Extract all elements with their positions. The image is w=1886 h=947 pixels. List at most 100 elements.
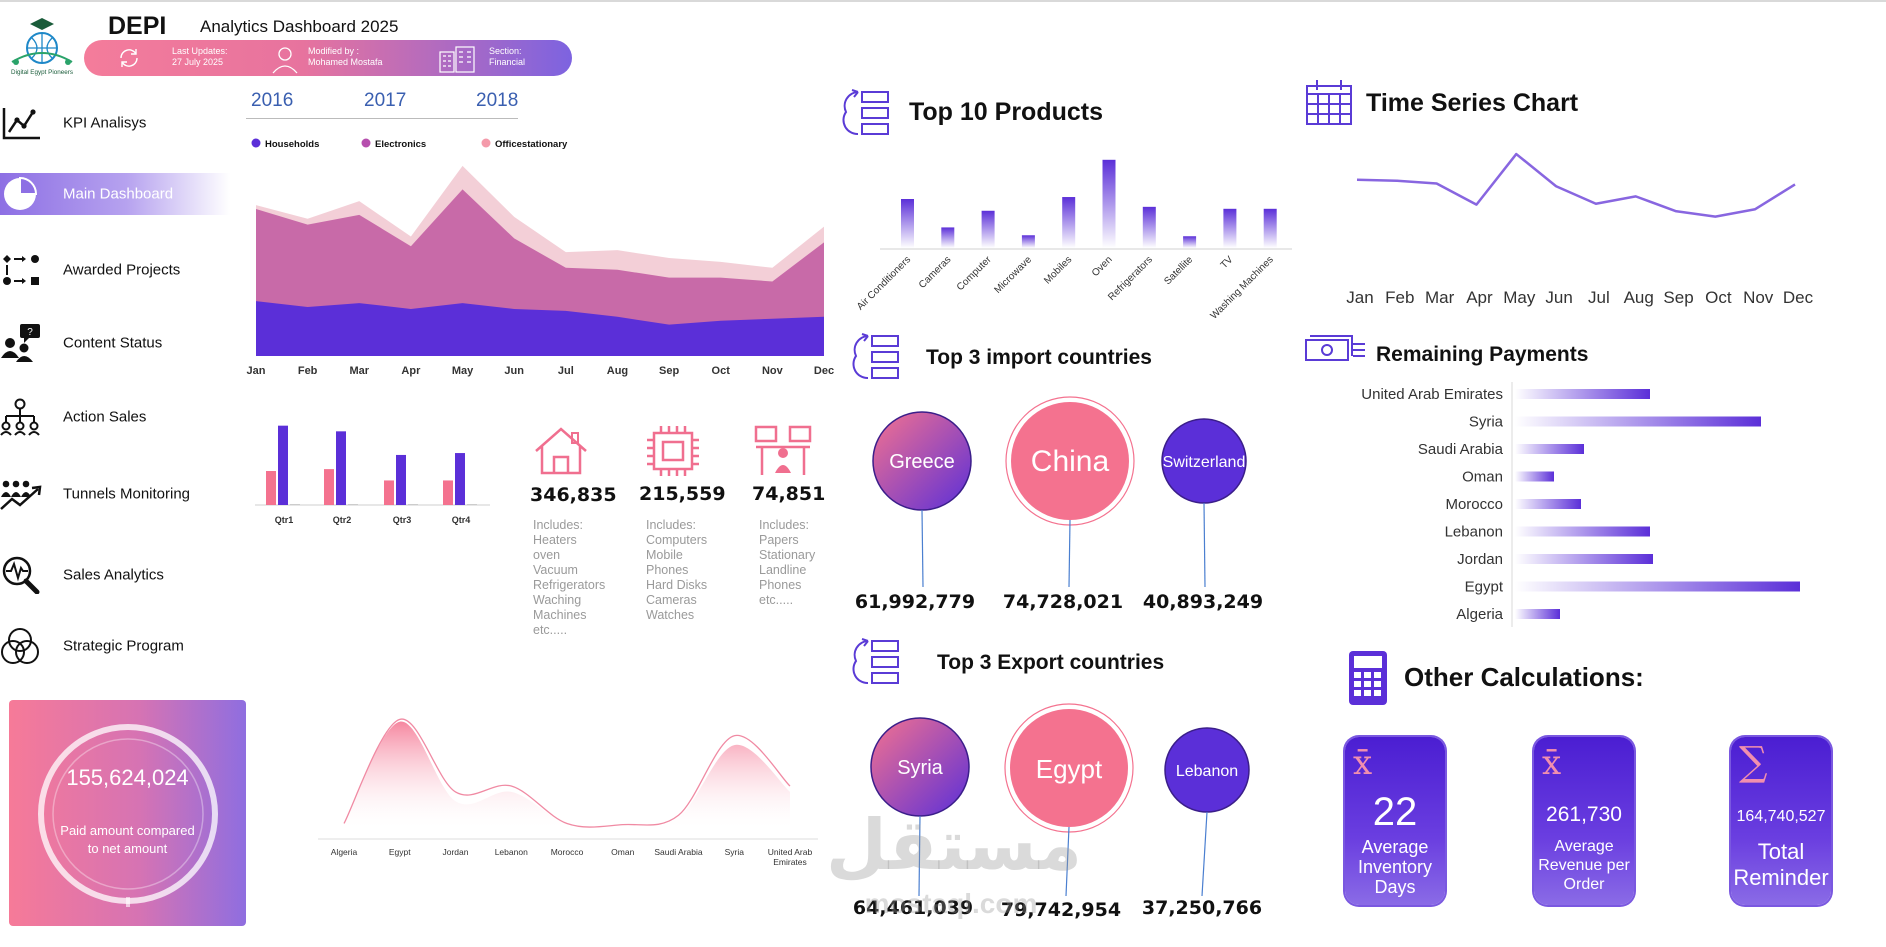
depi-logo: Digital Egypt Pioneers (4, 14, 80, 76)
sidebar-item-sales-analytics[interactable]: Sales Analytics (0, 554, 230, 596)
curve-x-label: Egypt (389, 847, 411, 857)
quarter-bar-chart: Qtr1 Qtr2 Qtr3 Qtr4 (255, 425, 490, 525)
curve-area (344, 721, 790, 827)
sidebar-item-main-dashboard[interactable]: Main Dashboard (0, 173, 230, 215)
ts-x-label: Jan (1346, 288, 1373, 307)
product-bar (1062, 197, 1076, 248)
stat-total-label: Total Reminder (1731, 839, 1831, 891)
import-switzerland-value: 40,893,249 (1142, 591, 1264, 613)
x-tick-label: Oct (712, 365, 731, 377)
ts-x-label: Nov (1743, 288, 1774, 307)
year-tab-2018[interactable]: 2018 (476, 90, 519, 111)
quarter-label: Qtr1 (275, 515, 294, 525)
bubble-china-label: China (1031, 445, 1110, 478)
ts-x-label: Apr (1466, 288, 1493, 307)
curve-x-label: Lebanon (495, 847, 528, 857)
x-tick-label: Jun (504, 365, 524, 377)
bubble-lebanon-label: Lebanon (1176, 763, 1238, 780)
sidebar-item-action-sales[interactable]: Action Sales (0, 396, 230, 438)
stat-inventory-label: Average Inventory Days (1345, 837, 1445, 897)
x-tick-label: Feb (298, 365, 318, 377)
remaining-label: Morocco (1445, 496, 1503, 513)
product-label: TV (1219, 254, 1236, 271)
kpi-households-includes: Includes: Heaters oven Vacuum Refrigerat… (533, 518, 606, 637)
remaining-bar (1515, 471, 1554, 482)
kpi-electronics-value: 215,559 (639, 483, 726, 505)
stat-card-inventory-days: x̄ 22 Average Inventory Days (1345, 737, 1445, 905)
kpi-stationary-value: 74,851 (752, 483, 826, 505)
time-series-chart: Jan Feb Mar Apr May Jun Jul Aug Sep Oct Nov Dec (1346, 152, 1814, 307)
product-bar (1021, 235, 1035, 248)
sidebar-item-awarded-projects[interactable]: Awarded Projects (0, 249, 230, 291)
legend-label: Households (265, 139, 319, 150)
paid-value: 155,624,024 (66, 765, 189, 790)
product-bar (901, 199, 914, 248)
kpi-households-value: 346,835 (530, 484, 617, 506)
bubble-switzerland-label: Switzerland (1163, 454, 1246, 471)
svg-text:?: ? (27, 327, 33, 338)
product-bar (1142, 206, 1156, 248)
curve-line (343, 718, 791, 828)
curve-x-label: Morocco (551, 847, 584, 857)
legend-marker (481, 138, 491, 148)
stat-total-line2: Reminder (1733, 865, 1829, 890)
cash-icon (1305, 335, 1365, 361)
curve-x-label: Jordan (443, 847, 469, 857)
paid-amount-card: 155,624,024 Paid amount compared to net … (9, 700, 246, 926)
remaining-label: Lebanon (1445, 524, 1503, 541)
sidebar-item-label: Sales Analytics (63, 566, 164, 584)
curve-x-label: Algeria (331, 847, 358, 857)
product-bar (981, 210, 995, 248)
remaining-label: Oman (1462, 469, 1503, 486)
area-chart: Households Electronics Officestationary Jan… (247, 138, 834, 377)
product-label: Microwave (992, 254, 1034, 296)
product-bar (941, 227, 955, 248)
legend-marker (251, 138, 261, 148)
x-tick-label: Jan (247, 365, 266, 377)
quarter-bar (324, 469, 334, 505)
legend-label: Officestationary (495, 139, 568, 150)
export-curve-chart: Algeria Egypt Jordan Lebanon Morocco Oman Saud… (318, 718, 818, 867)
remaining-label: United Arab Emirates (1361, 386, 1503, 403)
x-tick-label: Sep (659, 365, 679, 377)
user-icon (272, 47, 298, 74)
product-label: Computer (955, 254, 994, 293)
quarter-bar (455, 453, 465, 505)
brand-name: DEPI (108, 12, 167, 40)
year-tab-2017[interactable]: 2017 (364, 90, 407, 111)
sidebar-item-label: Action Sales (63, 408, 147, 426)
exports-title: Top 3 Export countries (937, 651, 1165, 674)
calendar-icon (1306, 80, 1352, 125)
team-growth-icon (0, 480, 42, 510)
year-tab-2016[interactable]: 2016 (251, 90, 294, 111)
ts-x-label: May (1503, 288, 1536, 307)
remaining-bar (1515, 416, 1761, 427)
stat-revenue-line3: Order (1563, 876, 1605, 893)
sidebar-item-strategic-program[interactable]: Strategic Program (0, 625, 230, 667)
x-tick-label: Dec (814, 365, 834, 377)
export-egypt-value: 79,742,954 (1000, 899, 1122, 921)
sidebar-item-tunnels-monitoring[interactable]: Tunnels Monitoring (0, 473, 230, 515)
x-tick-label: Nov (762, 365, 784, 377)
pie-chart-icon (4, 176, 38, 210)
product-bar (1263, 208, 1277, 248)
product-bar (1223, 208, 1237, 248)
quarter-bar (266, 471, 276, 505)
remaining-label: Saudi Arabia (1418, 441, 1504, 458)
ts-x-label: Jul (1588, 288, 1610, 307)
remaining-label: Algeria (1456, 606, 1503, 623)
x-tick-label: Jul (558, 365, 574, 377)
product-label: Air Conditioners (855, 254, 913, 312)
remaining-bar (1515, 499, 1581, 509)
refresh-icon (120, 49, 138, 67)
remaining-bar (1515, 581, 1800, 592)
bubble-egypt-label: Egypt (1036, 754, 1103, 784)
top-products-title: Top 10 Products (909, 98, 1104, 126)
sidebar-item-content-status[interactable]: ? Content Status (0, 322, 230, 364)
curve-x-label: Emirates (773, 857, 807, 867)
sidebar-item-kpi-analisys[interactable]: KPI Analisys (0, 102, 230, 144)
bubble-china (1011, 402, 1129, 520)
sidebar-item-label: Content Status (63, 334, 163, 352)
line-chart-icon (2, 108, 40, 140)
product-label: Mobiles (1042, 254, 1074, 286)
